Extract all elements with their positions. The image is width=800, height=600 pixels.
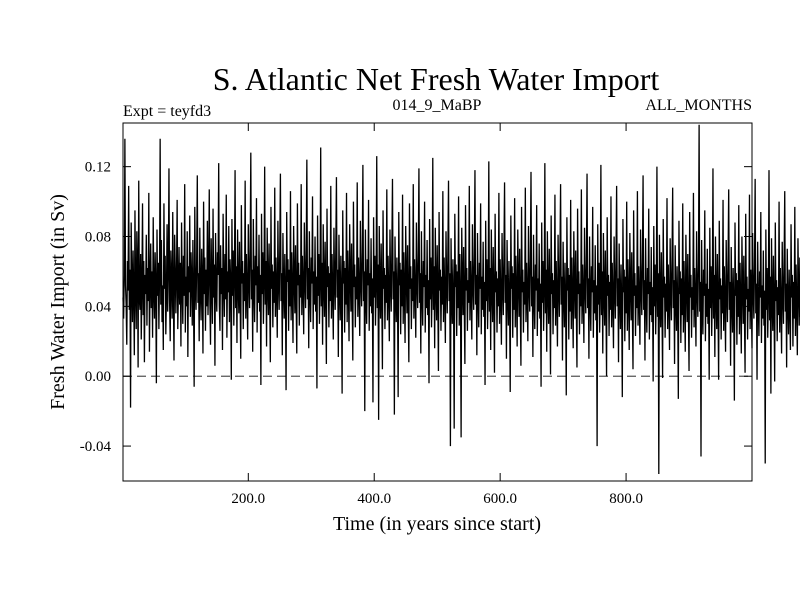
y-tick-label: 0.08 (85, 230, 111, 246)
x-axis: 200.0 400.0 600.0 800.0 (231, 123, 643, 507)
y-axis: -0.04 0.00 0.04 0.08 0.12 (80, 160, 752, 455)
y-tick-label: 0.12 (85, 160, 111, 176)
x-tick-label: 200.0 (231, 491, 265, 507)
x-axis-label: Time (in years since start) (333, 513, 541, 535)
y-tick-label: -0.04 (80, 439, 112, 455)
months-label: ALL_MONTHS (645, 97, 752, 114)
y-axis-label: Fresh Water Import (in Sv) (47, 194, 69, 410)
x-tick-label: 400.0 (357, 491, 391, 507)
series-line-fresh-water-import (122, 124, 800, 475)
x-tick-label: 600.0 (483, 491, 517, 507)
chart-title: S. Atlantic Net Fresh Water Import (213, 61, 660, 97)
plot-frame (122, 122, 753, 482)
y-tick-label: 0.00 (85, 369, 111, 385)
period-label: 014_9_MaBP (393, 97, 482, 114)
plot-area (122, 124, 800, 475)
experiment-label: Expt = teyfd3 (123, 103, 211, 120)
y-tick-label: 0.04 (85, 299, 112, 315)
x-tick-label: 800.0 (609, 491, 643, 507)
